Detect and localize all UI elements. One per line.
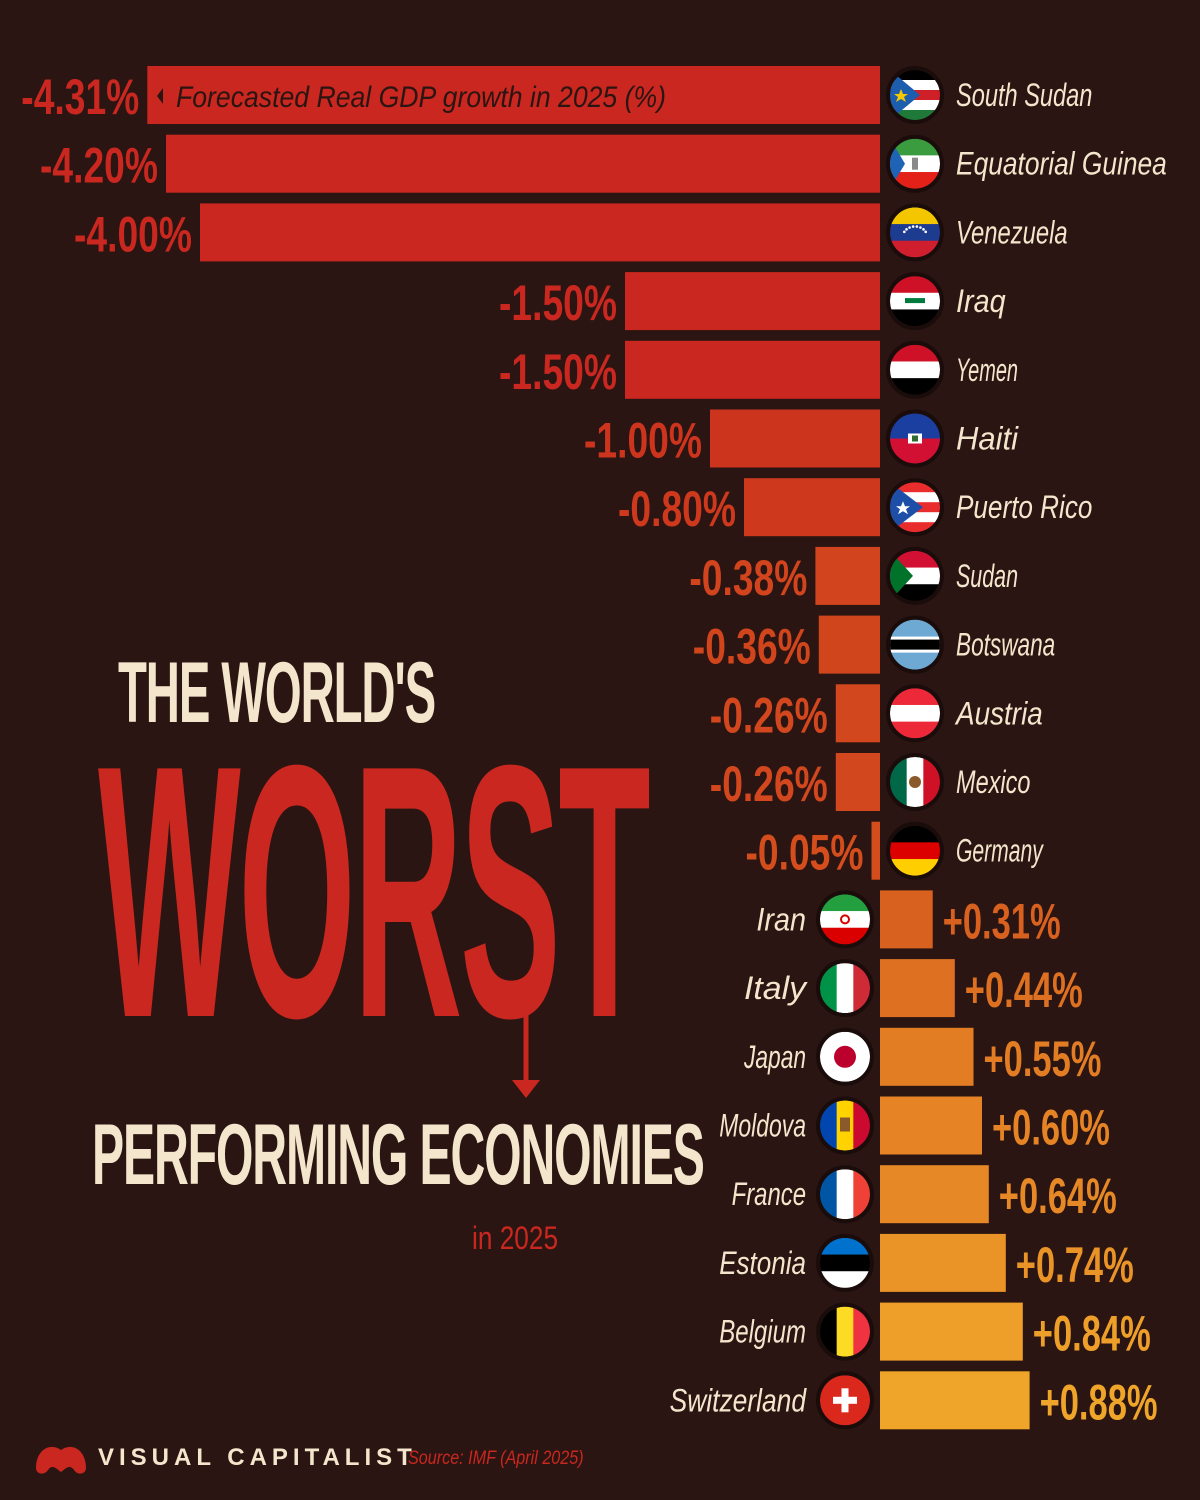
title-line-performing: PERFORMING ECONOMIES (92, 1107, 705, 1203)
value-label: -0.26% (710, 687, 828, 743)
iraq-flag-icon (886, 272, 944, 331)
footer: VISUAL CAPITALIST Source: IMF (April 202… (32, 1436, 632, 1486)
value-label: +0.88% (1040, 1374, 1158, 1430)
country-label: Japan (743, 1039, 806, 1075)
value-label: -1.50% (499, 344, 617, 400)
bar-haiti (710, 409, 880, 468)
value-label: +0.74% (1016, 1237, 1134, 1293)
bar-puerto-rico (744, 478, 880, 537)
down-arrow-icon (512, 1010, 540, 1098)
bar-austria (835, 684, 880, 743)
value-label: -0.80% (618, 481, 736, 537)
labels-layer: South Sudan -4.31% Equatorial Guinea -4.20%… (21, 69, 1167, 1430)
country-label: Sudan (956, 558, 1018, 594)
country-label: Haiti (956, 421, 1019, 457)
bars-layer (147, 66, 1030, 1430)
country-label: France (732, 1176, 806, 1212)
country-label: South Sudan (956, 77, 1092, 113)
bar-south-sudan (147, 66, 881, 124)
bar-botswana (818, 615, 880, 674)
country-label: Switzerland (670, 1382, 807, 1418)
france-flag-icon (816, 1165, 874, 1224)
mexico-flag-icon (886, 753, 944, 811)
title-worst: WORST (98, 691, 651, 1093)
iran-flag-icon (816, 890, 874, 949)
bar-iraq (625, 272, 880, 331)
country-label: Belgium (719, 1314, 806, 1350)
value-label: +0.84% (1033, 1306, 1151, 1362)
bar-iran (880, 890, 933, 949)
bar-japan (880, 1027, 974, 1086)
country-label: Botswana (956, 627, 1055, 663)
bar-france (880, 1165, 989, 1224)
germany-flag-icon (886, 821, 944, 880)
country-label: Germany (956, 833, 1044, 869)
equatorial-guinea-flag-icon (886, 134, 944, 193)
venezuela-flag-icon (886, 203, 944, 262)
bar-switzerland (880, 1371, 1030, 1430)
bar-yemen (625, 340, 880, 399)
value-label: +0.31% (943, 893, 1061, 949)
yemen-flag-icon (886, 340, 944, 399)
bar-equatorial-guinea (166, 134, 880, 193)
bar-italy (880, 959, 955, 1018)
value-label: -1.00% (584, 413, 702, 469)
annotation-text: Forecasted Real GDP growth in 2025 (%) (176, 81, 666, 114)
visual-capitalist-logo-icon (36, 1446, 86, 1474)
value-label: +0.55% (984, 1031, 1102, 1087)
country-label: Mexico (956, 764, 1030, 800)
haiti-flag-icon (886, 409, 944, 468)
bar-venezuela (200, 203, 880, 262)
bar-sudan (815, 546, 880, 605)
country-label: Iran (756, 901, 806, 937)
value-label: -4.31% (21, 69, 139, 125)
country-label: Yemen (956, 352, 1018, 388)
country-label: Equatorial Guinea (956, 146, 1167, 182)
country-label: Italy (744, 970, 808, 1006)
bar-moldova (880, 1096, 982, 1155)
country-label: Estonia (719, 1245, 806, 1281)
value-label: -4.00% (74, 206, 192, 262)
value-label: -0.36% (693, 619, 811, 675)
title-line-worlds: THE WORLD'S (118, 645, 436, 741)
austria-flag-icon (886, 684, 944, 743)
left-caret-icon (157, 88, 163, 104)
south-sudan-flag-icon (886, 66, 944, 124)
value-label: +0.44% (965, 962, 1083, 1018)
estonia-flag-icon (816, 1233, 874, 1292)
italy-flag-icon (816, 959, 874, 1018)
value-label: +0.60% (992, 1100, 1110, 1156)
belgium-flag-icon (816, 1302, 874, 1361)
value-label: -1.50% (499, 275, 617, 331)
value-label: -0.38% (689, 550, 807, 606)
value-label: -4.20% (40, 138, 158, 194)
source-note: Source: IMF (April 2025) (408, 1448, 584, 1469)
bar-belgium (880, 1302, 1023, 1361)
japan-flag-icon (816, 1027, 874, 1086)
country-label: Puerto Rico (956, 489, 1092, 525)
sudan-flag-icon (886, 546, 944, 605)
country-label: Moldova (719, 1108, 806, 1144)
brand-name: VISUAL CAPITALIST (98, 1444, 417, 1471)
value-label: -0.05% (746, 825, 864, 881)
value-label: +0.64% (999, 1168, 1117, 1224)
bar-estonia (880, 1233, 1006, 1292)
botswana-flag-icon (886, 615, 944, 674)
chart-annotation: Forecasted Real GDP growth in 2025 (%) (157, 81, 666, 114)
title-year: in 2025 (472, 1220, 559, 1256)
value-label: -0.26% (710, 756, 828, 812)
switzerland-flag-icon (816, 1371, 874, 1430)
puerto-rico-flag-icon (886, 478, 944, 537)
country-label: Venezuela (956, 214, 1068, 250)
bar-germany (871, 821, 880, 880)
country-label: Iraq (956, 283, 1006, 319)
moldova-flag-icon (816, 1096, 874, 1155)
title-block: THE WORLD'S WORST PERFORMING ECONOMIES i… (90, 645, 705, 1270)
country-label: Austria (954, 695, 1043, 731)
bar-mexico (835, 753, 880, 811)
flags-layer (816, 66, 944, 1430)
